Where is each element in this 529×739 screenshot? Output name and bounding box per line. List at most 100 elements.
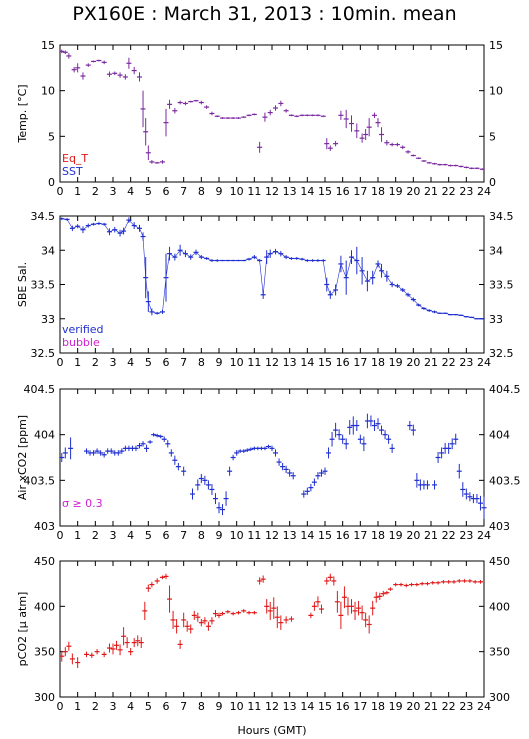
y-tick-label-right: 404 — [489, 429, 510, 442]
y-tick-label: 403.5 — [24, 474, 56, 487]
data-point — [177, 100, 183, 105]
data-point — [393, 582, 399, 587]
data-point — [463, 166, 469, 169]
data-point — [168, 449, 174, 457]
data-point — [424, 581, 430, 586]
data-point — [205, 480, 211, 490]
data-point — [414, 473, 420, 488]
data-point — [479, 168, 485, 171]
data-point — [324, 138, 330, 150]
data-point — [278, 100, 284, 107]
data-point — [389, 142, 395, 147]
y-tick-label-right: 404.5 — [489, 383, 521, 396]
data-point — [191, 610, 197, 620]
y-tick-label-right: 400 — [489, 600, 510, 613]
x-axis-label: Hours (GMT) — [237, 724, 306, 737]
data-point — [477, 580, 483, 584]
x-tick-label: 5 — [145, 529, 152, 542]
data-point — [343, 109, 349, 129]
chart-title: PX160E : March 31, 2013 : 10min. mean — [72, 3, 456, 25]
data-point — [338, 601, 344, 629]
data-point — [175, 462, 181, 471]
data-point — [143, 118, 149, 146]
data-point — [356, 600, 362, 616]
data-point — [340, 434, 346, 444]
data-point — [341, 586, 347, 609]
x-tick-label: 16 — [336, 185, 350, 198]
data-point — [230, 454, 236, 461]
data-point — [119, 448, 125, 454]
x-tick-label: 5 — [145, 700, 152, 713]
x-tick-label: 13 — [283, 529, 297, 542]
x-tick-label: 12 — [265, 529, 279, 542]
x-tick-label: 1 — [74, 185, 81, 198]
data-point — [84, 448, 89, 454]
y-tick-label-right: 33 — [489, 313, 503, 326]
x-tick-label: 19 — [389, 529, 403, 542]
data-point — [131, 66, 137, 75]
data-point — [333, 422, 339, 438]
data-point — [394, 142, 400, 147]
panel-3: 0 1 2 3 4 5 6 7 8 9 10 11 12 13 14 15 16 17 18 19 20 21 22 23 24… — [16, 555, 510, 713]
data-point — [59, 452, 65, 463]
x-tick-label: 16 — [336, 700, 350, 713]
data-point — [338, 110, 344, 120]
data-point — [209, 617, 215, 625]
y-tick-label-right: 5 — [489, 130, 496, 143]
data-point — [347, 420, 353, 435]
data-point — [311, 601, 317, 611]
data-point — [108, 448, 114, 454]
x-tick-label: 8 — [198, 529, 205, 542]
data-point — [149, 160, 155, 164]
data-point — [121, 627, 127, 646]
x-tick-label: 13 — [283, 700, 297, 713]
x-tick-label: 0 — [57, 529, 64, 542]
data-point — [352, 601, 358, 620]
data-point — [145, 145, 151, 161]
data-point — [329, 431, 335, 447]
data-point — [94, 448, 100, 454]
data-point — [182, 101, 188, 106]
y-tick-label: 34.5 — [31, 210, 56, 223]
data-point — [212, 493, 218, 505]
data-point — [407, 420, 413, 431]
data-point — [69, 653, 75, 665]
data-point — [430, 580, 436, 585]
data-point — [62, 447, 68, 459]
data-point — [195, 612, 201, 622]
data-point — [59, 650, 65, 662]
x-tick-label: 24 — [477, 529, 491, 542]
data-point — [283, 616, 289, 624]
data-point — [419, 581, 425, 586]
y-tick-label: 404 — [34, 429, 55, 442]
panel-2: 0 1 2 3 4 5 6 7 8 9 10 11 12 13 14 15 16 17 18 19 20 21 22 23 24… — [16, 383, 521, 542]
x-tick-label: 21 — [424, 356, 438, 369]
data-point — [62, 50, 68, 55]
data-point — [158, 434, 164, 439]
data-point — [101, 651, 107, 658]
data-point — [216, 612, 222, 619]
data-point — [80, 72, 86, 80]
data-point — [198, 100, 204, 105]
data-point — [382, 430, 388, 440]
data-point — [220, 611, 226, 616]
x-tick-label: 11 — [247, 700, 261, 713]
data-point — [462, 579, 468, 583]
data-point — [181, 612, 187, 628]
data-point — [117, 72, 123, 78]
legend-sst: SST — [62, 165, 83, 178]
x-tick-label: 8 — [198, 185, 205, 198]
data-point — [273, 449, 279, 457]
x-tick-label: 14 — [300, 185, 314, 198]
data-point — [363, 129, 369, 140]
y-tick-label-right: 403 — [489, 520, 510, 533]
y-tick-label: 34 — [41, 244, 55, 257]
data-point — [227, 466, 233, 476]
y-tick-label: 450 — [34, 555, 55, 568]
data-point — [287, 469, 293, 477]
x-tick-label: 21 — [424, 529, 438, 542]
data-point — [343, 438, 349, 450]
data-point — [241, 449, 247, 453]
data-point — [349, 115, 354, 132]
x-tick-label: 19 — [389, 185, 403, 198]
